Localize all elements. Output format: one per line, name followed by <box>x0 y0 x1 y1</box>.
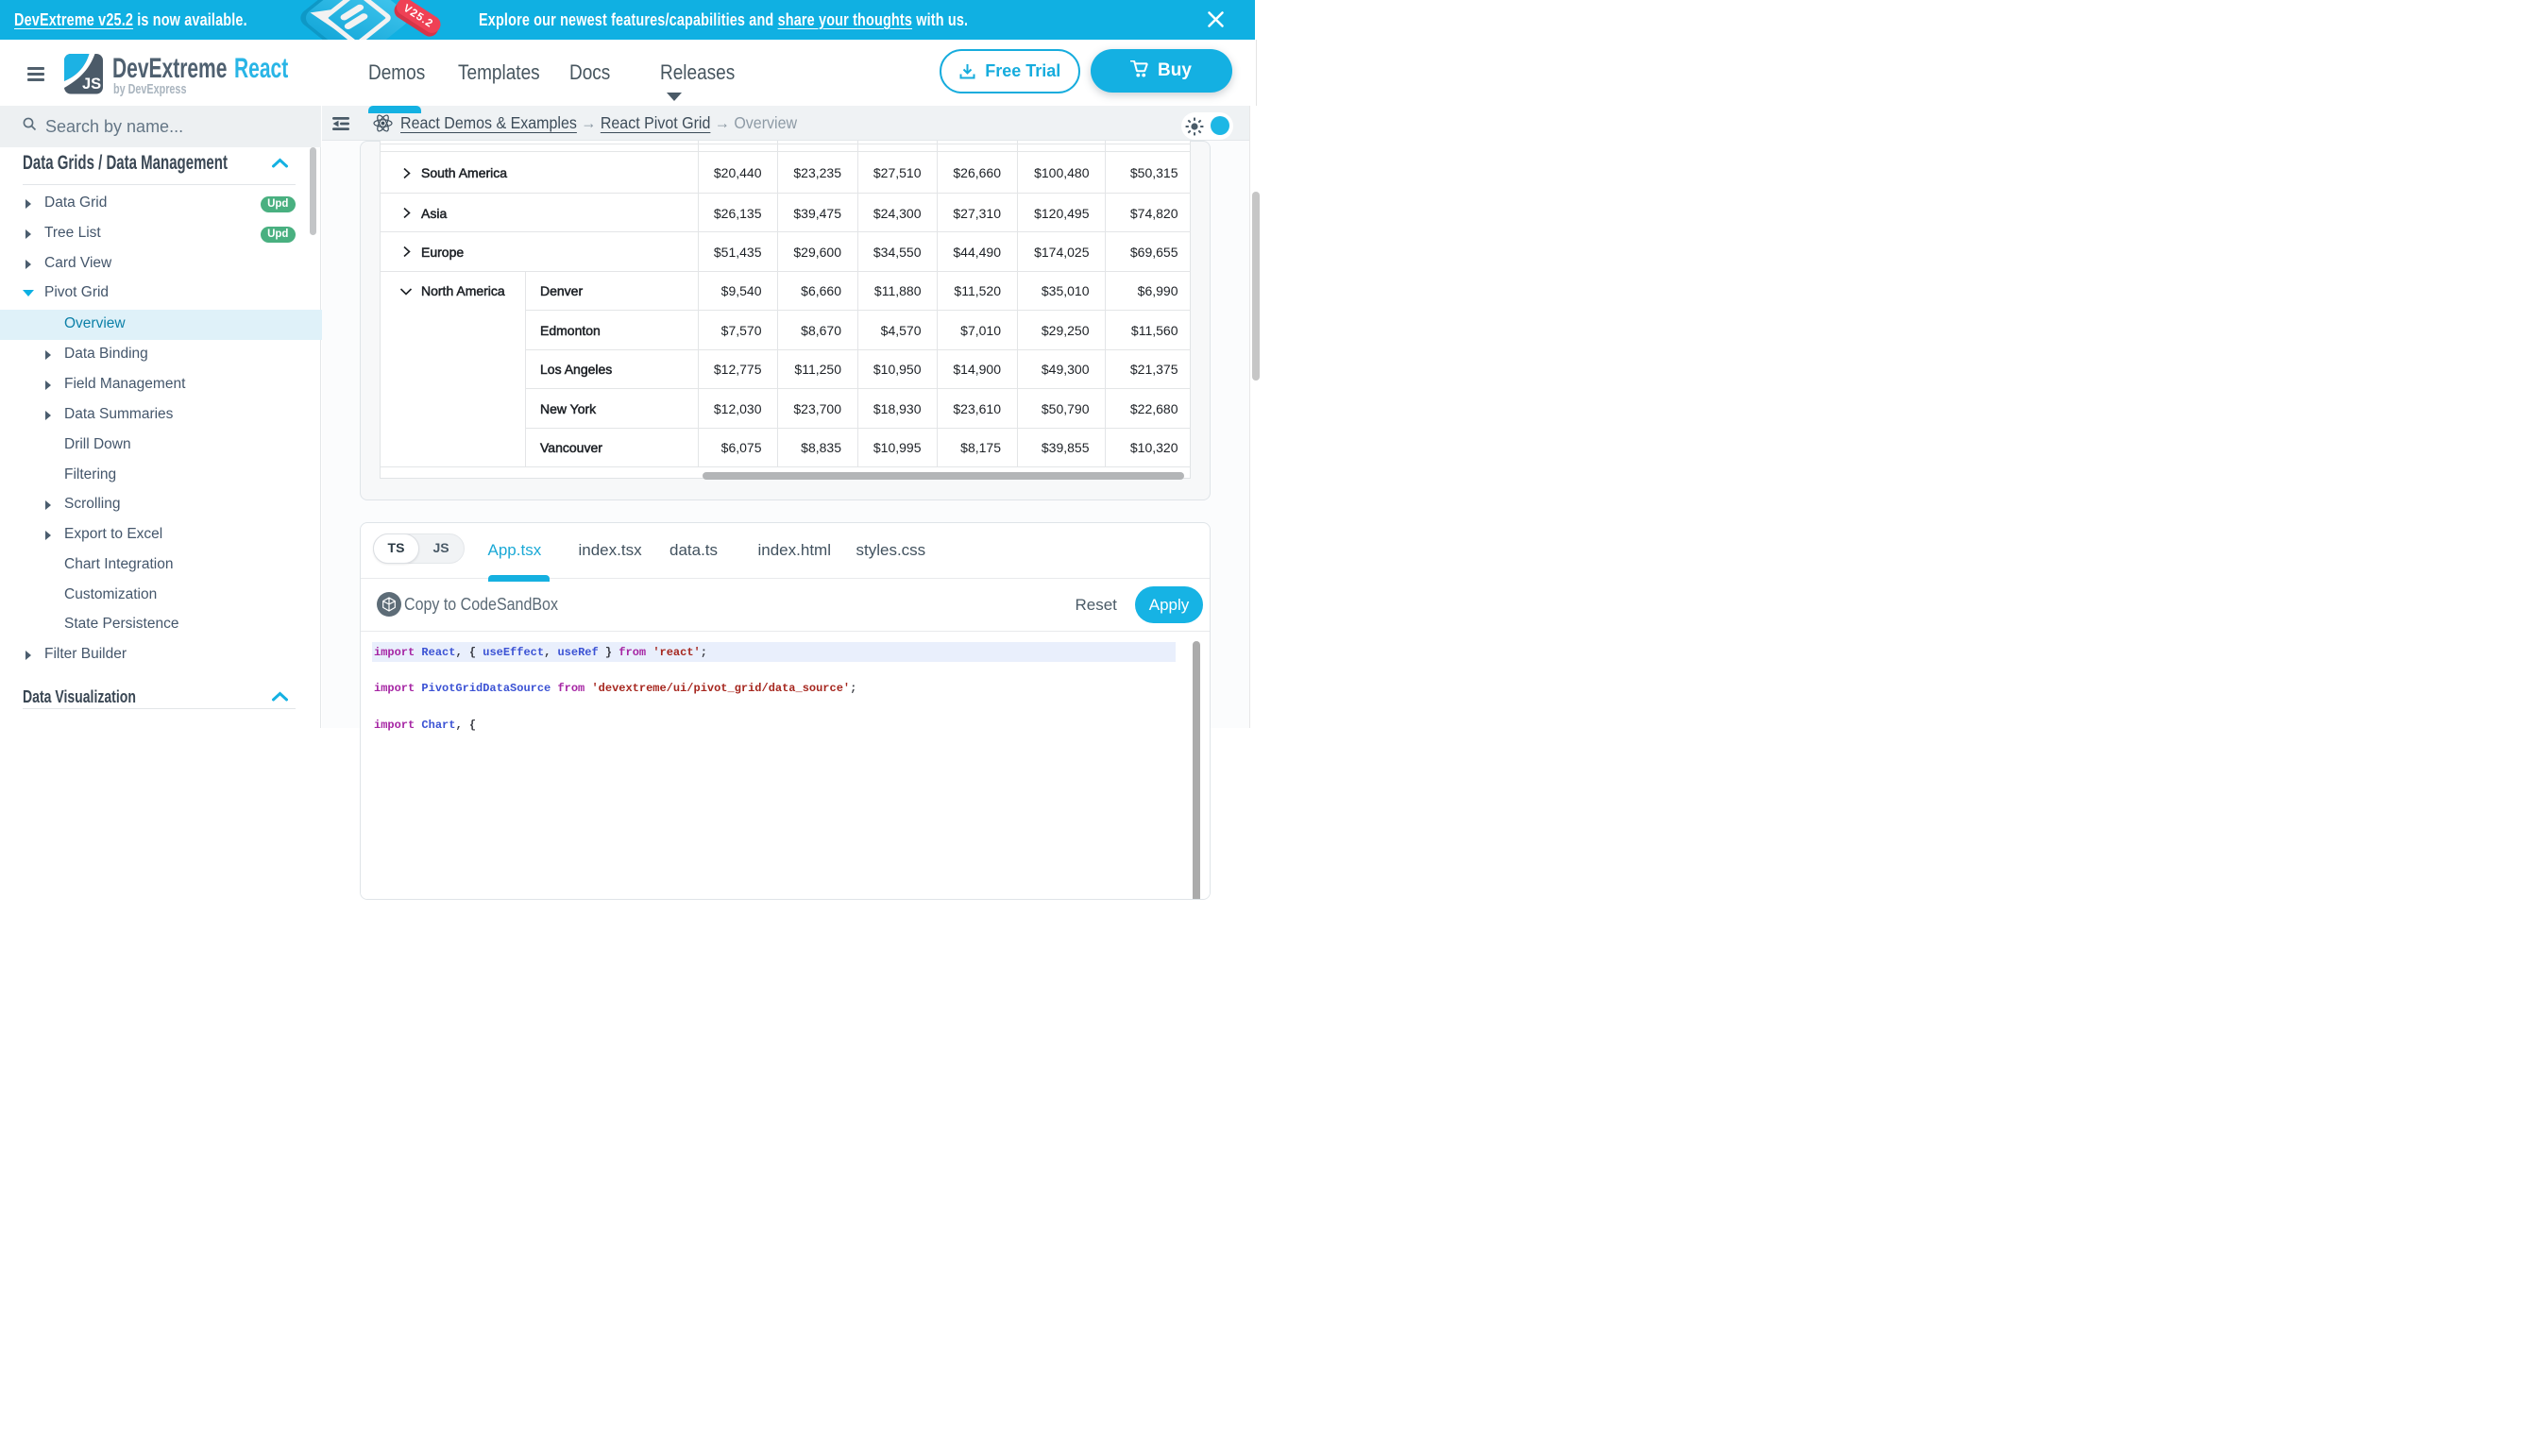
svg-text:JS: JS <box>82 76 101 93</box>
